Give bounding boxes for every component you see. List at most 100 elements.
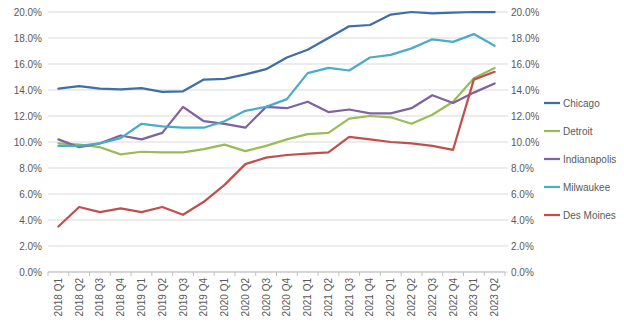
x-tick-label: 2020 Q1 [219, 278, 230, 317]
y-tick-label: 10.0% [14, 137, 42, 148]
y-tick-label: 4.0% [19, 215, 42, 226]
y-tick-label: 12.0% [14, 111, 42, 122]
x-tick-label: 2018 Q2 [74, 278, 85, 317]
x-tick [151, 272, 152, 276]
x-tick [276, 272, 277, 276]
x-tick [172, 272, 173, 276]
x-tick [380, 272, 381, 276]
x-tick-label: 2019 Q1 [136, 278, 147, 317]
y2-tick-label: 2.0% [511, 241, 534, 252]
x-tick-label: 2018 Q4 [115, 278, 126, 317]
series-line [58, 12, 494, 92]
y2-tick-label: 12.0% [511, 111, 539, 122]
x-tick-label: 2018 Q3 [94, 278, 105, 317]
y2-tick [505, 168, 508, 169]
y2-tick-label: 18.0% [511, 33, 539, 44]
y-tick-label: 0.0% [19, 267, 42, 278]
x-tick-label: 2022 Q3 [427, 278, 438, 317]
x-tick-label: 2018 Q1 [53, 278, 64, 317]
x-tick-label: 2019 Q4 [198, 278, 209, 317]
x-tick [110, 272, 111, 276]
y2-tick-label: 20.0% [511, 7, 539, 18]
x-tick [484, 272, 485, 276]
x-tick [442, 272, 443, 276]
y2-tick-label: 6.0% [511, 189, 534, 200]
grid-line [48, 246, 505, 247]
x-tick [68, 272, 69, 276]
x-tick-label: 2020 Q4 [281, 278, 292, 317]
legend-label: Chicago [563, 98, 600, 109]
x-tick-label: 2021 Q3 [344, 278, 355, 317]
chart: 0.0% 2.0% 4.0% 6.0% 8.0% 10.0% 12.0% 14.0% 16.0%… [0, 0, 624, 330]
legend-label: Milwaukee [563, 182, 611, 193]
x-tick [214, 272, 215, 276]
grid-line [48, 168, 505, 169]
series-line [58, 72, 494, 227]
y2-tick-label: 8.0% [511, 163, 534, 174]
x-tick-label: 2021 Q1 [302, 278, 313, 317]
grid-line [48, 116, 505, 117]
legend-swatch [544, 130, 560, 132]
y2-tick-label: 10.0% [511, 137, 539, 148]
x-tick [193, 272, 194, 276]
legend-swatch [544, 102, 560, 104]
legend-swatch [544, 186, 560, 188]
y2-tick [505, 12, 508, 13]
x-tick-label: 2019 Q3 [178, 278, 189, 317]
x-tick-label: 2023 Q2 [489, 278, 500, 317]
x-tick [131, 272, 132, 276]
x-tick [505, 272, 506, 276]
grid-line [48, 194, 505, 195]
x-tick-label: 2023 Q1 [468, 278, 479, 317]
y-tick-label: 6.0% [19, 189, 42, 200]
y2-tick [505, 220, 508, 221]
y2-tick [505, 64, 508, 65]
y-tick-label: 14.0% [14, 85, 42, 96]
x-tick [463, 272, 464, 276]
y-tick-label: 18.0% [14, 33, 42, 44]
y-tick-label: 20.0% [14, 7, 42, 18]
x-tick [48, 272, 49, 276]
legend-swatch [544, 158, 560, 160]
x-tick [338, 272, 339, 276]
grid-line [48, 220, 505, 221]
y2-tick-label: 4.0% [511, 215, 534, 226]
x-tick [401, 272, 402, 276]
x-tick-label: 2020 Q3 [261, 278, 272, 317]
x-tick [421, 272, 422, 276]
x-tick [297, 272, 298, 276]
y2-tick [505, 38, 508, 39]
series-line [58, 84, 494, 148]
y2-tick [505, 116, 508, 117]
x-tick [89, 272, 90, 276]
y2-tick [505, 194, 508, 195]
x-tick-label: 2019 Q2 [157, 278, 168, 317]
x-tick [318, 272, 319, 276]
x-tick-label: 2021 Q2 [323, 278, 334, 317]
plot-area [58, 12, 494, 227]
x-tick-label: 2020 Q2 [240, 278, 251, 317]
y-tick-label: 8.0% [19, 163, 42, 174]
series-line [58, 34, 494, 146]
x-tick [234, 272, 235, 276]
grid-line [48, 38, 505, 39]
x-tick-label: 2022 Q1 [385, 278, 396, 317]
x-tick-label: 2022 Q2 [406, 278, 417, 317]
y-tick-label: 2.0% [19, 241, 42, 252]
y2-tick [505, 90, 508, 91]
y2-tick [505, 246, 508, 247]
series-line [58, 68, 494, 154]
legend-label: Indianapolis [563, 154, 616, 165]
legend-label: Des Moines [563, 210, 616, 221]
y-tick-label: 16.0% [14, 59, 42, 70]
x-tick [359, 272, 360, 276]
y2-tick [505, 142, 508, 143]
x-tick-label: 2022 Q4 [448, 278, 459, 317]
y2-tick-label: 16.0% [511, 59, 539, 70]
legend-label: Detroit [563, 126, 593, 137]
x-tick [255, 272, 256, 276]
y2-tick-label: 14.0% [511, 85, 539, 96]
legend-swatch [544, 214, 560, 216]
x-tick-label: 2021 Q4 [364, 278, 375, 317]
y2-tick-label: 0.0% [511, 267, 534, 278]
